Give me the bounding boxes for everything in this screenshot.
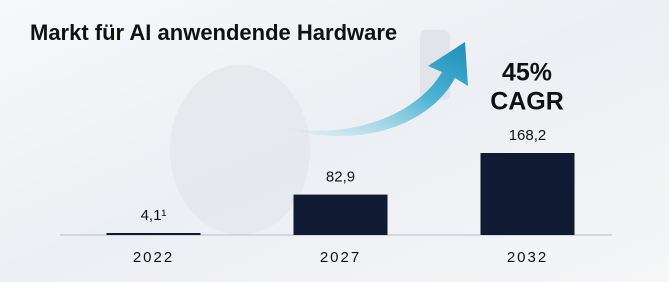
chart: Markt für AI anwendende Hardware 45% CAG… [0, 0, 669, 282]
x-tick-label: 2022 [133, 249, 174, 266]
background-figure [170, 65, 310, 235]
annotation: CAGR [490, 88, 564, 116]
bar [107, 233, 201, 235]
chart-title: Markt für AI anwendende Hardware [30, 20, 397, 45]
value-label: 168,2 [509, 127, 547, 144]
value-label: 82,9 [326, 169, 355, 186]
bar [481, 153, 575, 235]
x-tick-label: 2027 [320, 249, 361, 266]
x-tick-label: 2032 [507, 249, 548, 266]
bar [294, 195, 388, 235]
annotation: 45% [502, 59, 552, 87]
value-label: 4,1¹ [141, 207, 167, 224]
